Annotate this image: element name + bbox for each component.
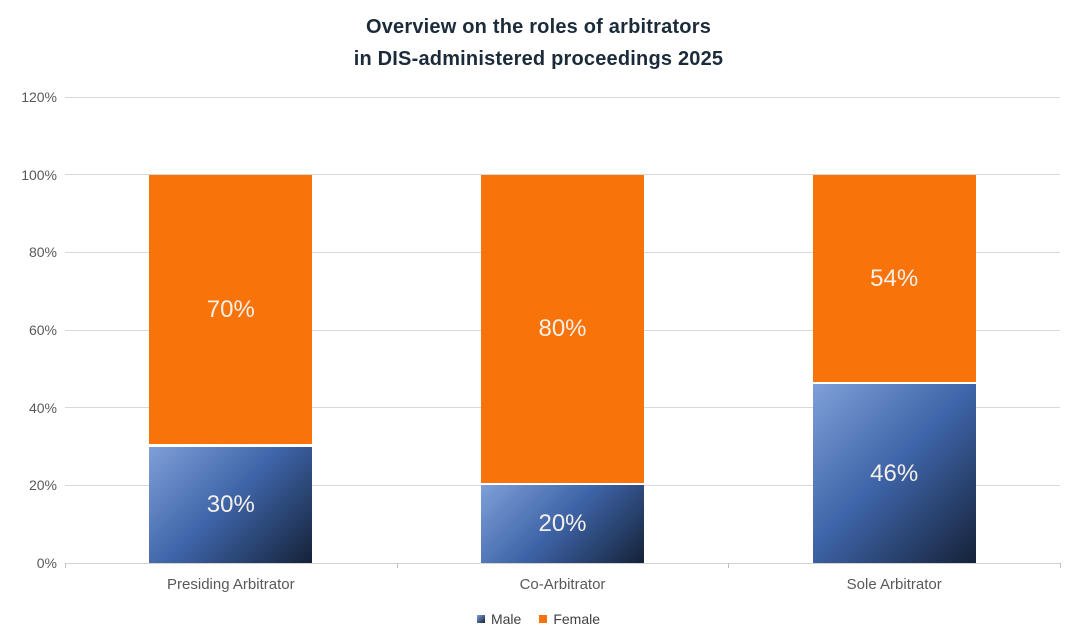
category-label-sole-arbitrator: Sole Arbitrator [846, 576, 942, 593]
bar-segment-male-presiding-arbitrator: 30% [149, 446, 313, 563]
data-label-female-co-arbitrator: 80% [538, 315, 587, 343]
y-axis-label: 60% [28, 322, 57, 338]
legend-item-female: Female [539, 611, 600, 627]
chart-title: Overview on the roles of arbitrators in … [0, 11, 1077, 75]
category-label-co-arbitrator: Co-Arbitrator [519, 576, 606, 593]
y-axis-label: 80% [28, 244, 57, 261]
data-label-female-presiding-arbitrator: 70% [206, 295, 255, 323]
x-axis-tick [65, 563, 66, 568]
x-axis-tick [396, 563, 398, 568]
bar-segment-female-co-arbitrator: 80% [481, 174, 644, 486]
y-axis-label: 0% [36, 555, 57, 571]
bar-segment-female-presiding-arbitrator: 70% [149, 174, 313, 447]
y-axis-label: 120% [21, 89, 57, 105]
legend-item-male: Male [476, 611, 522, 627]
chart-title-line1: Overview on the roles of arbitrators [365, 16, 712, 38]
chart-title-line2: in DIS-administered proceedings 2025 [353, 48, 724, 70]
data-label-male-presiding-arbitrator: 30% [206, 490, 255, 518]
x-axis-tick [728, 563, 730, 568]
x-axis-line [65, 562, 1060, 564]
legend-marker-male [476, 615, 485, 623]
x-axis-tick [1060, 563, 1061, 568]
bar-segment-male-co-arbitrator: 20% [481, 485, 644, 563]
y-axis-label: 100% [21, 166, 57, 183]
y-axis-label: 40% [28, 399, 57, 416]
legend-marker-female [539, 615, 548, 623]
legend-label-male: Male [490, 611, 522, 627]
legend-label-female: Female [553, 611, 601, 627]
bar-segment-female-sole-arbitrator: 54% [812, 174, 976, 385]
bar-segment-male-sole-arbitrator: 46% [812, 384, 976, 563]
category-label-presiding-arbitrator: Presiding Arbitrator [167, 576, 295, 593]
data-label-male-sole-arbitrator: 46% [870, 459, 919, 487]
gridline-120 [65, 96, 1060, 98]
data-label-male-co-arbitrator: 20% [538, 510, 587, 538]
y-axis-label: 20% [28, 477, 57, 494]
data-label-female-sole-arbitrator: 54% [870, 264, 919, 292]
legend: Male Female [0, 611, 1077, 627]
